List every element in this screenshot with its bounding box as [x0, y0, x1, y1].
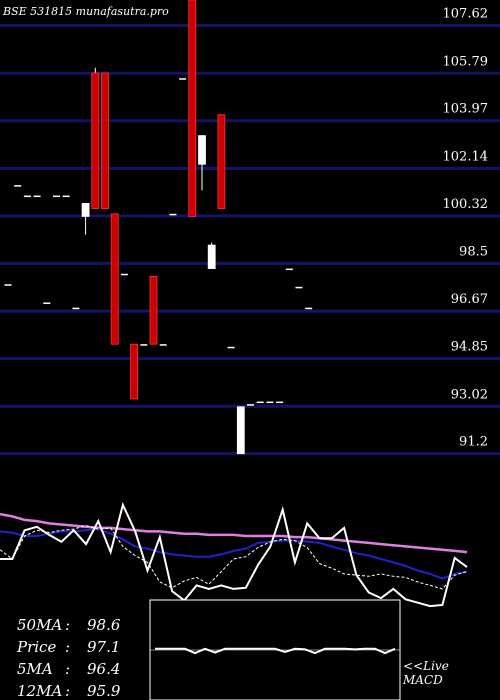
y-tick-label: 105.79 — [443, 54, 489, 69]
y-tick-label: 96.67 — [451, 292, 488, 307]
candle-body — [247, 404, 254, 406]
stat-label: 50MA — [17, 616, 62, 634]
candle-body — [276, 401, 284, 404]
stat-label: 12MA — [17, 682, 62, 700]
candle-body — [72, 307, 80, 310]
candle-body — [62, 195, 70, 198]
stat-value: 95.9 — [87, 682, 121, 700]
y-tick-label: 107.62 — [443, 7, 489, 22]
candle-body — [81, 202, 90, 217]
candle-body — [236, 406, 245, 455]
candle-body — [285, 268, 293, 271]
y-tick-label: 93.02 — [451, 387, 488, 402]
y-tick-label: 103.97 — [443, 102, 489, 117]
stat-value: 96.4 — [87, 660, 120, 678]
stat-colon: : — [65, 660, 70, 678]
y-tick-label: 102.14 — [443, 149, 489, 164]
candle-body — [14, 185, 22, 187]
macd-label: MACD — [402, 673, 443, 687]
y-tick-label: 98.5 — [459, 244, 488, 259]
candle-body — [33, 195, 41, 198]
chart-title: BSE 531815 munafasutra.pro — [2, 5, 169, 18]
stat-colon: : — [65, 682, 70, 700]
candle-body — [120, 273, 128, 276]
candle-body — [140, 344, 148, 346]
candle-body — [101, 72, 109, 210]
candle-body — [149, 275, 158, 345]
macd-line — [155, 647, 396, 655]
price-axis-labels: 107.62 105.79 103.97 102.14 100.32 98.5 96.67 9… — [443, 7, 489, 450]
stat-label: Price — [16, 638, 56, 656]
candle-body — [198, 135, 206, 165]
y-tick-label: 91.2 — [459, 435, 488, 450]
stat-colon: : — [65, 616, 70, 634]
candle-body — [110, 213, 119, 345]
stat-colon: : — [65, 638, 70, 656]
candle-body — [43, 302, 51, 304]
stat-value: 98.6 — [87, 616, 121, 634]
candle-body — [227, 346, 235, 349]
candle-body — [4, 284, 12, 286]
candle-body — [305, 307, 313, 310]
price-gridlines — [0, 24, 500, 456]
candle-body — [188, 0, 197, 217]
candle-body — [295, 286, 303, 289]
y-tick-label: 94.85 — [451, 340, 488, 355]
indicator-line-4 — [0, 501, 468, 608]
stat-label: 5MA — [17, 660, 53, 678]
indicator-line-2 — [0, 528, 468, 580]
candle-body — [53, 195, 60, 198]
candle-body — [207, 244, 216, 269]
candle-body — [217, 114, 226, 210]
candle-body — [256, 401, 264, 404]
indicator-lines — [0, 501, 468, 608]
candle-body — [23, 195, 31, 198]
indicator-line-3 — [0, 525, 468, 590]
indicator-line-1 — [0, 512, 468, 554]
macd-live-label: <<Live — [403, 659, 449, 673]
stat-value: 97.1 — [87, 638, 120, 656]
candle-body — [169, 213, 177, 216]
candle-body — [159, 344, 167, 346]
y-tick-label: 100.32 — [443, 197, 489, 212]
candle-body — [179, 78, 187, 80]
candle-body — [91, 72, 100, 210]
candle-body — [266, 401, 274, 404]
candle-body — [130, 343, 139, 400]
candlesticks — [4, 0, 313, 455]
